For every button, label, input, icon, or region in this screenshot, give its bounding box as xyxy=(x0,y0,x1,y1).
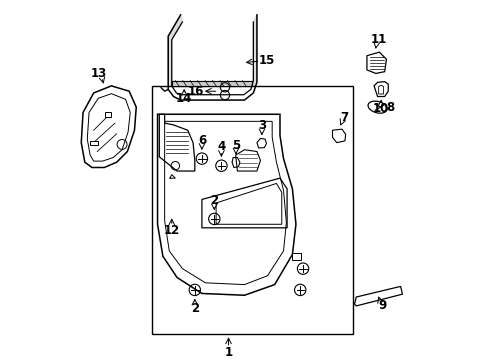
Bar xyxy=(104,112,111,117)
Polygon shape xyxy=(171,81,251,86)
Text: 6: 6 xyxy=(197,134,205,147)
Text: 16: 16 xyxy=(187,85,203,98)
Text: 8: 8 xyxy=(386,101,394,114)
Bar xyxy=(90,140,98,145)
Bar xyxy=(152,86,352,334)
Text: 1: 1 xyxy=(224,346,232,359)
Text: 14: 14 xyxy=(176,93,192,105)
Text: 2: 2 xyxy=(210,194,218,207)
Text: 2: 2 xyxy=(190,302,199,315)
Text: 10: 10 xyxy=(372,102,388,115)
Text: 3: 3 xyxy=(257,119,265,132)
Text: 11: 11 xyxy=(370,33,386,46)
Text: 15: 15 xyxy=(258,54,274,67)
Text: 13: 13 xyxy=(91,67,107,80)
Bar xyxy=(292,253,301,260)
Text: 4: 4 xyxy=(217,140,225,153)
Text: 7: 7 xyxy=(340,111,348,123)
Polygon shape xyxy=(168,15,256,100)
Text: 9: 9 xyxy=(377,300,386,312)
Text: 5: 5 xyxy=(231,139,240,152)
Text: 12: 12 xyxy=(163,224,180,237)
